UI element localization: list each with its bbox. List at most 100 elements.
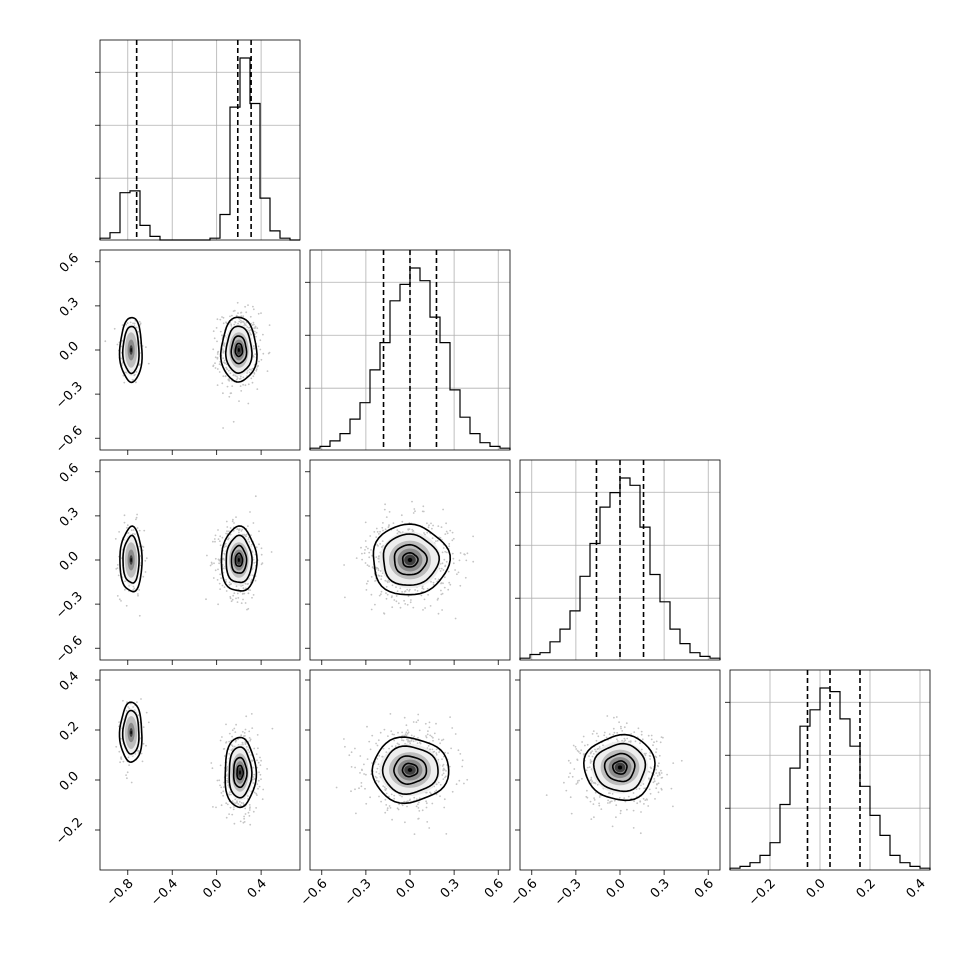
x-tick-label: 0.0 [804,876,829,901]
scatter-point [132,585,135,588]
scatter-point [123,521,126,524]
x-tick-label: −0.8 [104,876,137,909]
scatter-point [242,743,244,746]
scatter-point [120,758,123,760]
scatter-point [394,745,397,747]
scatter-point [229,527,232,529]
density-peak [617,765,623,770]
scatter-point [235,723,238,726]
scatter-point [427,593,429,596]
scatter-point [222,790,225,793]
scatter-point [451,539,454,542]
scatter-point [253,330,256,333]
scatter-point [409,742,412,745]
scatter-point [603,731,606,734]
scatter-point [251,543,253,546]
scatter-point [603,734,606,737]
scatter-point [355,557,358,559]
scatter-point [248,737,251,739]
scatter-point [443,586,446,589]
scatter-point [401,795,403,798]
scatter-point [396,590,399,593]
scatter-point [619,812,622,815]
scatter-point [638,787,641,790]
scatter-point [249,823,252,826]
scatter-point [215,327,218,329]
scatter-point [597,735,600,738]
scatter-point [575,748,578,750]
scatter-point [624,739,627,742]
scatter-point [257,761,260,764]
scatter-point [379,543,382,545]
scatter-point [655,751,657,754]
scatter-point [380,575,383,578]
scatter-point [442,582,444,585]
scatter-point [611,793,614,795]
scatter-point [262,352,265,355]
scatter-point [226,368,229,371]
panel-content [343,500,475,620]
scatter-point [580,749,583,752]
scatter-point [616,740,619,742]
scatter-point [412,721,415,723]
scatter-point [655,748,658,750]
scatter-point [428,827,431,829]
scatter-point [140,752,143,755]
scatter-point [134,533,136,536]
scatter-point [212,806,214,808]
scatter-point [354,766,356,769]
scatter-point [659,741,662,744]
scatter-point [413,833,416,835]
scatter-point [657,782,660,785]
scatter-point [454,569,456,571]
histogram-panel-1 [95,39,301,241]
scatter-point [132,322,135,325]
scatter-point [360,546,362,549]
scatter-point [240,734,243,737]
scatter-point [126,777,128,780]
scatter-point [623,726,626,729]
scatter-point [115,745,118,748]
scatter-point [256,734,259,736]
scatter-point [219,739,222,742]
scatter-point [239,377,242,380]
scatter-point [405,724,408,727]
scatter-point [234,802,236,805]
scatter-point [253,778,256,780]
scatter-point [113,327,116,330]
scatter-point [247,592,250,595]
scatter-point [224,362,226,364]
scatter-point [359,772,361,774]
scatter-point [244,813,247,815]
scatter-point [243,815,246,818]
scatter-point [666,773,668,776]
scatter-point [406,738,408,741]
scatter-point [240,802,243,804]
scatter-point [435,748,438,751]
scatter-point [236,800,238,802]
scatter-point [442,767,445,770]
scatter-point [218,363,221,366]
scatter-point [132,533,134,535]
y-tick-label: 0.3 [57,295,82,320]
scatter-point [375,779,378,782]
scatter-point [220,786,223,789]
scatter-point [616,738,618,741]
scatter-point [431,748,434,751]
scatter-point [596,732,598,735]
scatter-point [660,769,662,772]
scatter-point [249,315,252,318]
x-tick-label: −0.2 [746,876,779,909]
scatter-point [660,787,663,790]
scatter-point [401,591,403,593]
scatter-point [459,552,462,554]
scatter-point [449,529,452,532]
scatter-point [222,392,224,395]
scatter-point [240,319,242,322]
scatter-point [581,741,583,743]
y-tick-label: 0.0 [57,549,82,574]
scatter-point [223,586,226,588]
scatter-point [233,727,236,730]
scatter-point [231,800,234,802]
scatter-point [219,588,222,590]
